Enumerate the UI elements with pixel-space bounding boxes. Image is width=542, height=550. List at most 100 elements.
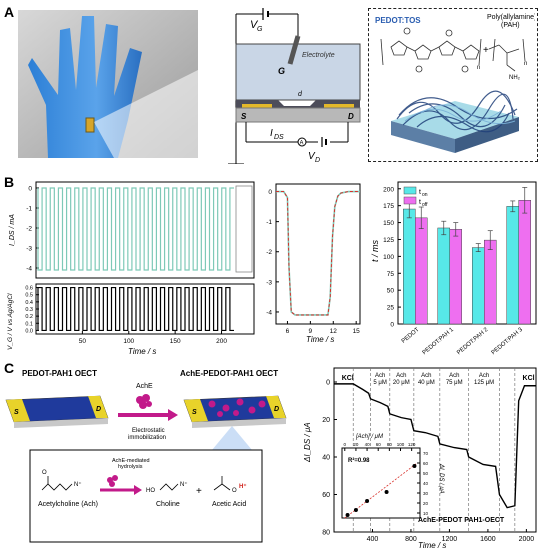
concentration-label: Ach 20 μM <box>393 373 410 386</box>
biosensor-ylabel: ΔI_DS / μA <box>303 422 312 463</box>
legend-toff-swatch <box>403 196 417 205</box>
glove-photo <box>18 10 198 158</box>
immob-label: Electrostatic immobilization <box>128 428 166 441</box>
bar-ytick-label: 50 <box>387 288 395 295</box>
bar-toff <box>415 217 428 325</box>
calibration-point <box>345 513 350 517</box>
inset-ytick-label: 40 <box>423 481 429 486</box>
bar-ytick-label: 175 <box>383 203 394 210</box>
vg-ylabel: V_G / V vs Ag/AgCl <box>7 293 14 350</box>
ids-ytick-label: -4 <box>26 266 32 273</box>
panel-a-label: A <box>4 4 15 20</box>
inset-xtick-label: 100 <box>397 442 405 447</box>
calibration-point <box>412 464 417 468</box>
bar-toff <box>449 229 462 325</box>
vg-ytick-label: 0.5 <box>25 293 33 299</box>
inset-ytick-label: 30 <box>423 491 429 496</box>
bar-ton <box>437 227 450 325</box>
inset-xlabel: [Ach] / μM <box>355 434 383 440</box>
ids-label: I <box>270 128 273 139</box>
inset-xtick-label: 80 <box>387 442 393 447</box>
zoom-ytick-label: 0 <box>268 189 272 196</box>
inset-xtick-label: 40 <box>365 442 371 447</box>
inset-ytick-label: 10 <box>423 511 429 516</box>
pah-title: Poly(allylamine) (PAH) <box>487 14 535 29</box>
zoom-xtick-label: 6 <box>286 328 290 335</box>
bar-category-label: PEDOT <box>401 327 421 345</box>
source-label: S <box>241 112 247 121</box>
ach-n: N⁺ <box>74 481 82 488</box>
vg-ytick-label: 0.0 <box>25 328 33 334</box>
pedot-tos-title: PEDOT:TOS <box>375 16 421 25</box>
device-left-title: PEDOT-PAH1 OECT <box>22 369 97 378</box>
pah-n: n <box>524 61 527 67</box>
h-plus: H⁺ <box>239 483 247 490</box>
bar-category-label: PEDOT:PAH 2 <box>456 327 490 357</box>
inset-xtick-label: 60 <box>376 442 382 447</box>
r2-label: R²=0.98 <box>348 457 370 464</box>
reaction-plus: + <box>196 486 202 497</box>
drain-label: D <box>348 112 354 121</box>
vg-xtick-label: 100 <box>123 338 134 345</box>
gate-label: G <box>278 66 285 76</box>
bar-category-label: PEDOT:PAH 3 <box>491 327 525 357</box>
bar-ton <box>472 247 485 325</box>
zoom-ytick-label: -3 <box>266 279 272 286</box>
vg-ytick-label: 0.3 <box>25 307 33 313</box>
bar-ytick-label: 200 <box>383 186 394 193</box>
vg-ytick-label: 0.1 <box>25 321 33 327</box>
oect-schematic: V G Electrolyte G d S D A I DS V D <box>228 8 361 164</box>
left-source: S <box>14 409 19 416</box>
nh2-label: NH₂ <box>509 75 521 81</box>
legend-toff-sub: off <box>422 202 428 208</box>
zoom-ytick-label: -1 <box>266 219 272 226</box>
acetic-acid-label: Acetic Acid <box>212 501 246 508</box>
vd-sub: D <box>315 157 320 164</box>
reaction-box <box>29 449 263 543</box>
device-right-title: AchE-PEDOT-PAH1 OECT <box>180 369 278 378</box>
inset-ytick-label: 60 <box>423 461 429 466</box>
kcl-label-right: KCl <box>523 375 535 382</box>
concentration-label: Ach 40 μM <box>418 373 435 386</box>
ammeter-icon <box>297 137 307 147</box>
zoom-ytick-label: -4 <box>266 309 272 316</box>
bar-category-label: PEDOT:PAH 1 <box>422 327 456 357</box>
calibration-point <box>365 499 370 503</box>
vg-xtick-label: 150 <box>170 338 181 345</box>
bar-ytick-label: 150 <box>383 220 394 227</box>
biosensor-ytick-label: 0 <box>326 380 330 387</box>
vg-ytick-label: 0.6 <box>25 286 33 292</box>
thickness-label: d <box>298 91 303 98</box>
concentration-label: Ach 5 μM <box>373 373 386 386</box>
legend-ton: t <box>419 189 421 196</box>
bar-ytick-label: 100 <box>383 254 394 261</box>
time-xlabel-b1: Time / s <box>128 347 156 356</box>
inset-xtick-label: 0 <box>344 442 347 447</box>
bar-toff <box>484 239 497 325</box>
zoom-ytick-label: -2 <box>266 249 272 256</box>
vg-switching-trace <box>37 286 234 332</box>
inset-ytick-label: 70 <box>423 451 429 456</box>
ids-ytick-label: -2 <box>26 226 32 233</box>
molecular-structures: PEDOT:TOS Poly(allylamine) (PAH) n + n NH… <box>375 14 535 153</box>
left-drain: D <box>96 406 101 413</box>
panel-c-label: C <box>4 360 15 376</box>
inset-ylabel: ΔI_DS / μA <box>438 463 444 494</box>
electrolyte-label: Electrolyte <box>302 52 335 59</box>
zoom-fit-trace <box>276 191 360 316</box>
ids-ytick-label: 0 <box>28 186 32 193</box>
biosensor-trace <box>334 383 536 509</box>
concentration-label: Ach 125 μM <box>474 373 494 386</box>
ids-switching-trace <box>37 187 234 271</box>
acetyl-o: O <box>42 470 47 476</box>
zoom-xtick-label: 15 <box>353 328 361 335</box>
choline-ho: HO <box>146 488 155 494</box>
ids-sub: DS <box>274 134 284 141</box>
vg-xtick-label: 50 <box>79 338 87 345</box>
ids-ylabel: I_DS / mA <box>9 214 16 246</box>
bar-ytick-label: 75 <box>387 271 395 278</box>
biosensor-ytick-label: 40 <box>322 455 330 462</box>
choline-label: Choline <box>156 501 180 508</box>
inset-ytick-label: 20 <box>423 501 429 506</box>
